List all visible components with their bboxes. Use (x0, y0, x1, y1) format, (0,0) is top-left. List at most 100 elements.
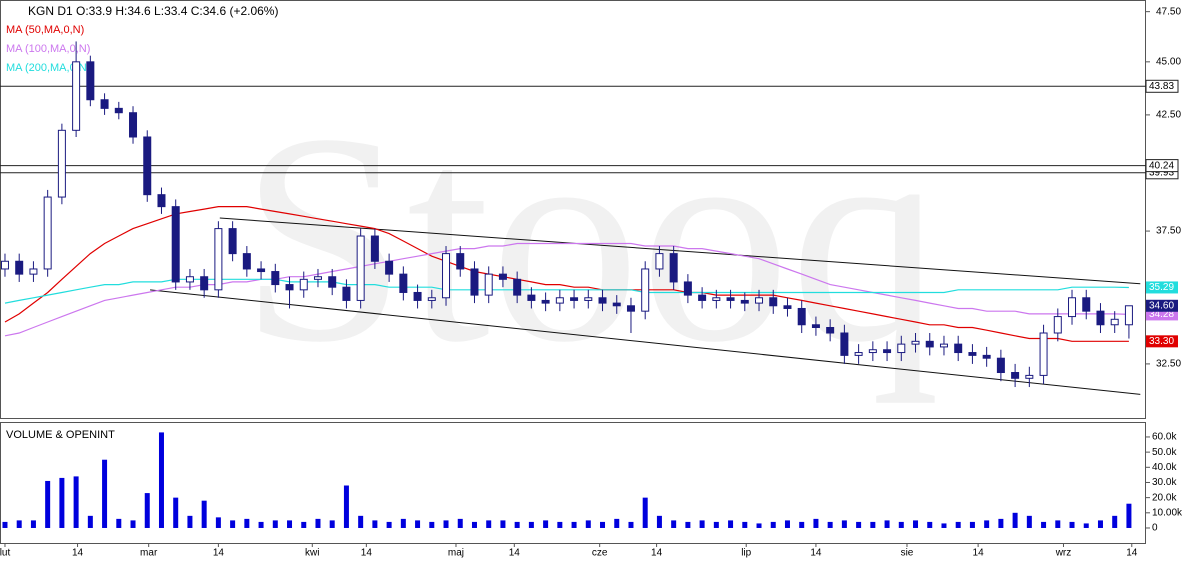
volume-bar (585, 520, 591, 528)
x-tick-label: mar (140, 548, 158, 559)
x-tick-label: 14 (651, 548, 663, 559)
volume-bar (258, 521, 264, 528)
candle-body (185, 276, 194, 283)
ma-line (4, 206, 1129, 342)
candle-body (342, 286, 351, 301)
y-tick-label: 37.50 (1156, 226, 1181, 237)
volume-bar (87, 515, 93, 528)
ma-line (4, 242, 1129, 337)
candle-body (1096, 310, 1105, 326)
candle-body (313, 276, 322, 280)
candle-body (143, 136, 152, 196)
volume-bar (813, 518, 819, 528)
candle-body (1124, 305, 1133, 326)
volume-bar (301, 521, 307, 528)
candle-body (413, 291, 422, 301)
volume-bar (45, 480, 51, 528)
x-tick-label: kwi (305, 548, 319, 559)
volume-bar (386, 521, 392, 528)
volume-bar (2, 521, 8, 528)
candle-body (470, 268, 479, 296)
candle-body (826, 326, 835, 334)
candle-body (655, 253, 664, 270)
candle-body (1025, 374, 1034, 379)
trend-line (219, 217, 1141, 285)
volume-bar (400, 518, 406, 528)
volume-bar (543, 520, 549, 528)
candle-body (911, 340, 920, 345)
volume-bar (1069, 521, 1075, 528)
candle-body (513, 278, 522, 296)
volume-bar (287, 520, 293, 528)
candle-body (72, 61, 81, 131)
candle-body (626, 305, 635, 312)
candle-body (598, 297, 607, 304)
legend-entry: MA (50,MA,0,N) (6, 24, 84, 36)
volume-bar (358, 515, 364, 528)
candle-body (299, 278, 308, 291)
volume-bar (158, 432, 164, 528)
volume-bar (16, 520, 22, 528)
candle-body (797, 307, 806, 326)
volume-bar (571, 521, 577, 528)
candle-body (157, 194, 166, 208)
legend-entry: MA (200,MA,0,N) (6, 62, 90, 74)
volume-bar (671, 520, 677, 528)
x-tick-label: 14 (973, 548, 985, 559)
candle-body (29, 268, 38, 275)
y-tick-label: 42.50 (1156, 110, 1181, 121)
y-tick-label: 47.50 (1156, 6, 1181, 17)
volume-bar (343, 485, 349, 528)
candle-body (114, 107, 123, 114)
y-tick-label: 20.0k (1152, 492, 1177, 503)
candle-body (883, 349, 892, 354)
candle-body (15, 260, 24, 275)
volume-bar (742, 521, 748, 528)
candle-body (939, 343, 948, 348)
volume-bar (699, 520, 705, 528)
trend-line (150, 289, 1141, 395)
ma-last-label: 33.30 (1149, 336, 1174, 347)
volume-bar (116, 518, 122, 528)
volume-bar (870, 521, 876, 528)
volume-bar (756, 523, 762, 528)
volume-bar (1097, 520, 1103, 528)
level-label: 39.93 (1149, 167, 1174, 178)
y-tick-label: 32.50 (1156, 359, 1181, 370)
volume-bar (728, 520, 734, 528)
x-tick-label: sie (901, 548, 914, 559)
candle-body (968, 352, 977, 356)
x-tick-label: lut (0, 548, 10, 559)
volume-bar (1083, 523, 1089, 528)
level-label: 43.83 (1149, 81, 1174, 92)
level-tag (1145, 159, 1179, 173)
candle-body (868, 349, 877, 354)
volume-bar (614, 518, 620, 528)
level-tag (1145, 79, 1179, 93)
candle-body (200, 276, 209, 291)
header: KGN D1 O:33.9 H:34.6 L:33.4 C:34.6 (+2.0… (28, 4, 278, 18)
ma-last-label: 34.28 (1149, 309, 1174, 320)
watermark: Stooq (240, 72, 940, 405)
volume-bar (73, 476, 79, 528)
candle-body (783, 305, 792, 309)
candle-body (840, 332, 849, 356)
candle-body (555, 297, 564, 304)
volume-bar (841, 520, 847, 528)
volume-bar (898, 521, 904, 528)
candle-body (925, 340, 934, 348)
candle-body (641, 268, 650, 312)
volume-panel (0, 422, 1146, 544)
candle-body (129, 112, 138, 138)
volume-bar (372, 520, 378, 528)
volume-bar (130, 520, 136, 528)
candle-body (100, 99, 109, 109)
volume-bar (457, 518, 463, 528)
volume-bar (230, 520, 236, 528)
candle-body (171, 206, 180, 283)
candle-body (854, 352, 863, 356)
candle-body (726, 297, 735, 301)
volume-bar (955, 521, 961, 528)
volume-bar (173, 497, 179, 528)
candle-body (328, 276, 337, 288)
